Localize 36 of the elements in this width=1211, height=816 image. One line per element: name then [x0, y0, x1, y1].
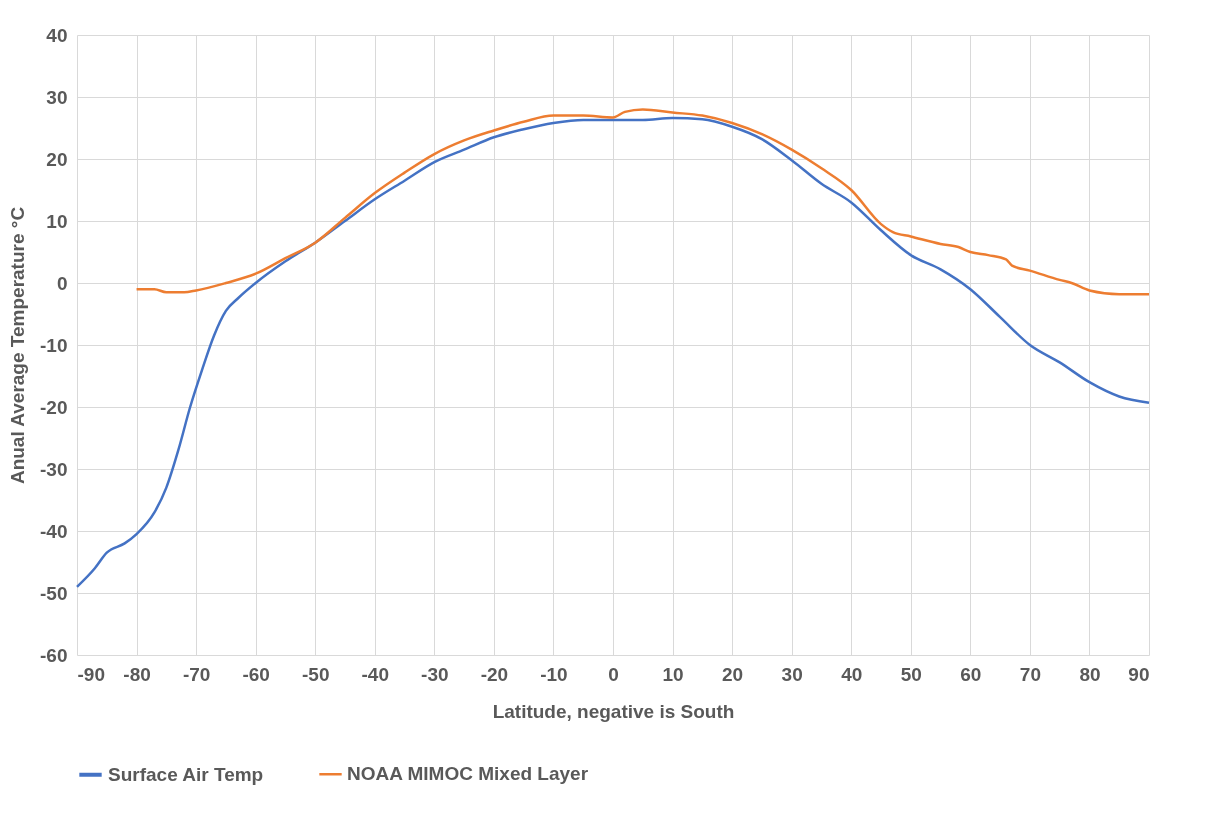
x-tick-label: 60 — [960, 663, 982, 685]
x-tick-label: 30 — [781, 663, 803, 685]
x-tick-label: 0 — [608, 663, 619, 685]
y-tick-label: 10 — [46, 210, 68, 232]
line-series — [135, 108, 1151, 296]
x-tick-label: 70 — [1019, 663, 1041, 685]
x-tick-label: -60 — [242, 663, 270, 685]
x-tick-label: -80 — [123, 663, 151, 685]
legend-label: Surface Air Temp — [108, 763, 264, 785]
x-tick-label: -20 — [480, 663, 509, 685]
y-tick-label: 20 — [46, 148, 68, 170]
x-tick-label: -10 — [540, 663, 568, 685]
y-tick-label: 40 — [46, 24, 68, 46]
y-tick-label: -20 — [40, 396, 68, 418]
x-tick-label: 20 — [722, 663, 744, 685]
line-series — [75, 116, 1151, 589]
x-tick-label: 10 — [662, 663, 684, 685]
x-tick-label: 40 — [841, 663, 863, 685]
y-tick-label: 0 — [56, 272, 68, 294]
y-tick-label: -40 — [40, 520, 68, 542]
y-tick-label: -30 — [40, 458, 68, 480]
x-tick-label: -30 — [421, 663, 449, 685]
x-tick-label: -70 — [182, 663, 211, 685]
y-tick-label: -50 — [40, 582, 68, 604]
y-tick-label: -10 — [40, 334, 68, 356]
y-tick-label: -60 — [40, 644, 68, 666]
x-tick-label: -40 — [361, 663, 390, 685]
legend-label: NOAA MIMOC Mixed Layer — [347, 763, 589, 785]
y-axis-title: Anual Average Temperature °C — [7, 206, 29, 485]
x-axis-title: Latitude, negative is South — [492, 700, 735, 722]
x-tick-label: -50 — [301, 663, 330, 685]
x-tick-label: 90 — [1128, 663, 1150, 685]
x-tick-label: -90 — [77, 663, 105, 685]
y-tick-label: 30 — [46, 86, 68, 108]
x-tick-label: 80 — [1079, 663, 1101, 685]
x-tick-label: 50 — [900, 663, 922, 685]
